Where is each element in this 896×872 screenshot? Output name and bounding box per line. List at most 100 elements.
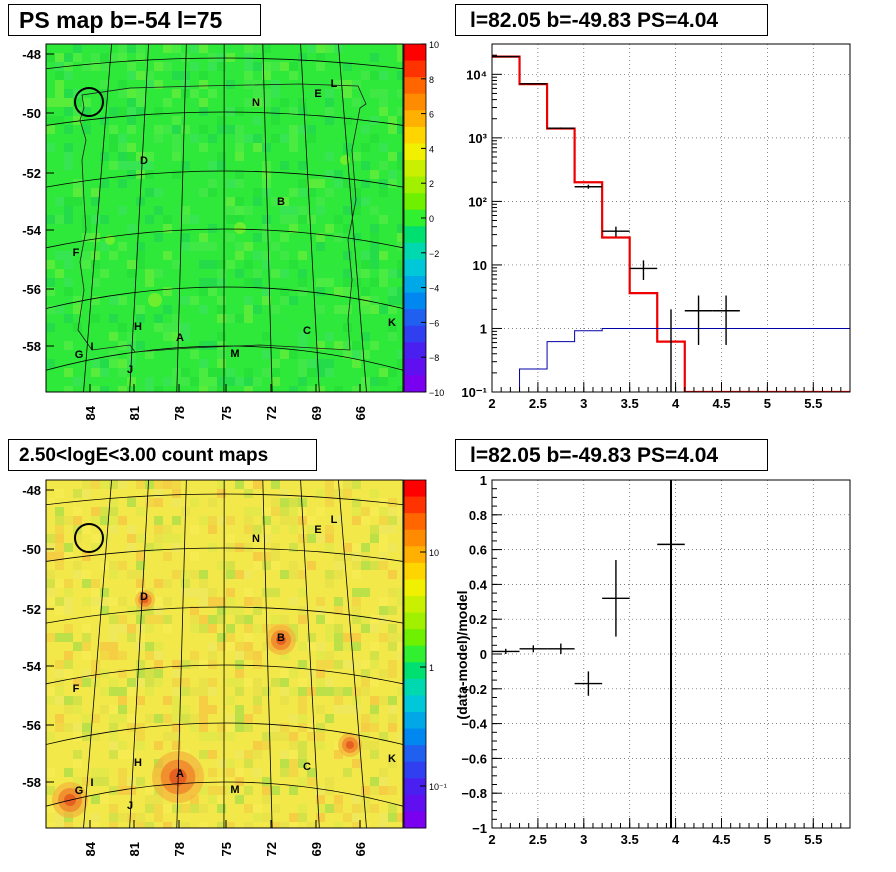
count-map-colorbar-swatch xyxy=(404,513,426,531)
count-map-noise-pixel xyxy=(334,804,343,813)
count-map-noise-pixel xyxy=(154,678,163,687)
count-map-noise-pixel xyxy=(109,786,118,795)
ps-map-noise-pixel xyxy=(334,305,343,314)
ps-map-noise-pixel xyxy=(64,197,73,206)
ps-map-noise-pixel xyxy=(271,215,280,224)
ps-map-noise-pixel xyxy=(361,251,370,260)
ps-map-noise-pixel xyxy=(325,188,334,197)
ps-map-noise-pixel xyxy=(46,53,55,62)
ps-map-noise-pixel xyxy=(145,269,154,278)
ps-map-noise-pixel xyxy=(388,152,397,161)
count-map-noise-pixel xyxy=(316,489,325,498)
count-map-lat-line xyxy=(46,606,403,624)
ps-map-noise-pixel xyxy=(109,161,118,170)
ps-map-noise-pixel xyxy=(253,143,262,152)
ps-map-noise-pixel xyxy=(127,62,136,71)
ps-map-noise-pixel xyxy=(370,278,379,287)
ps-map-noise-pixel xyxy=(316,44,325,53)
count-map-lat-tick-label: -56 xyxy=(22,718,41,733)
ps-map-noise-pixel xyxy=(154,206,163,215)
count-map-hotspot xyxy=(346,741,354,749)
count-map-noise-pixel xyxy=(181,804,190,813)
ps-map-source-label: K xyxy=(388,317,396,329)
ps-map-noise-pixel xyxy=(397,377,403,386)
count-map-noise-pixel xyxy=(163,534,172,543)
count-map-noise-pixel xyxy=(109,597,118,606)
ps-map-noise-pixel xyxy=(118,80,127,89)
ps-map-noise-pixel xyxy=(82,71,91,80)
count-map-noise-pixel xyxy=(55,669,64,678)
ps-map-noise-pixel xyxy=(289,188,298,197)
ps-map-noise-pixel xyxy=(235,215,244,224)
count-map-noise-pixel xyxy=(82,633,91,642)
count-map-lat-tick-label: -52 xyxy=(22,602,41,617)
count-map-noise-pixel xyxy=(244,804,253,813)
count-map-noise-pixel xyxy=(136,561,145,570)
residual-x-tick-label: 3 xyxy=(580,832,587,847)
count-map-noise-pixel xyxy=(316,705,325,714)
count-map-noise-pixel xyxy=(334,489,343,498)
ps-map-noise-pixel xyxy=(46,98,55,107)
ps-map-noise-pixel xyxy=(199,107,208,116)
ps-map-noise-pixel xyxy=(91,386,100,392)
ps-map-noise-pixel xyxy=(316,233,325,242)
ps-map-lat-line xyxy=(46,228,403,249)
count-map-noise-pixel xyxy=(226,642,235,651)
count-map-noise-pixel xyxy=(217,606,226,615)
count-map-noise-pixel xyxy=(370,660,379,669)
ps-map-noise-pixel xyxy=(298,125,307,134)
ps-map-noise-pixel xyxy=(226,305,235,314)
count-map-frame xyxy=(45,479,404,829)
count-map-lat-line xyxy=(46,664,403,685)
ps-map-noise-pixel xyxy=(145,179,154,188)
count-map-noise-pixel xyxy=(388,498,397,507)
count-map-noise-pixel xyxy=(118,516,127,525)
ps-map-noise-pixel xyxy=(118,368,127,377)
count-map-noise-pixel xyxy=(262,516,271,525)
ps-map-noise-pixel xyxy=(208,287,217,296)
ps-map-noise-pixel xyxy=(136,260,145,269)
ps-map-noise-pixel xyxy=(361,179,370,188)
count-map-colorbar-swatch xyxy=(404,761,426,779)
ps-map-noise-pixel xyxy=(136,251,145,260)
count-map-noise-pixel xyxy=(109,723,118,732)
ps-map-noise-pixel xyxy=(100,53,109,62)
ps-map-noise-pixel xyxy=(361,386,370,392)
count-map-noise-pixel xyxy=(55,579,64,588)
count-map-colorbar-tick-label: 10 xyxy=(429,548,439,558)
count-map-noise-pixel xyxy=(199,705,208,714)
ps-map-noise-pixel xyxy=(199,134,208,143)
count-map-noise-pixel xyxy=(172,714,181,723)
count-map-noise-pixel xyxy=(397,597,403,606)
ps-map-noise-pixel xyxy=(163,98,172,107)
ps-map-noise-pixel xyxy=(64,71,73,80)
ps-map-noise-pixel xyxy=(46,305,55,314)
count-map-noise-pixel xyxy=(316,804,325,813)
count-map-noise-pixel xyxy=(217,480,226,489)
count-map-noise-pixel xyxy=(136,678,145,687)
ps-map-lat-line xyxy=(46,170,403,188)
ps-map-noise-pixel xyxy=(271,107,280,116)
ps-map-noise-pixel xyxy=(244,71,253,80)
ps-map-noise-pixel xyxy=(163,296,172,305)
ps-map-noise-pixel xyxy=(289,206,298,215)
count-map-noise-pixel xyxy=(208,498,217,507)
ps-map-noise-pixel xyxy=(334,287,343,296)
count-map-noise-pixel xyxy=(370,651,379,660)
count-map-noise-pixel xyxy=(298,741,307,750)
ps-map-noise-pixel xyxy=(100,80,109,89)
ps-map-noise-pixel xyxy=(280,206,289,215)
ps-map-noise-pixel xyxy=(208,341,217,350)
count-map-lon-tick-label: 66 xyxy=(353,842,368,856)
count-map-noise-pixel xyxy=(244,633,253,642)
ps-map-noise-pixel xyxy=(127,152,136,161)
ps-map-noise-pixel xyxy=(298,215,307,224)
count-map-noise-pixel xyxy=(91,579,100,588)
count-map-noise-pixel xyxy=(379,534,388,543)
ps-map-noise-pixel xyxy=(235,314,244,323)
count-map-noise-pixel xyxy=(145,615,154,624)
count-map-noise-pixel xyxy=(109,813,118,822)
count-map-noise-pixel xyxy=(334,624,343,633)
ps-map-noise-pixel xyxy=(208,188,217,197)
